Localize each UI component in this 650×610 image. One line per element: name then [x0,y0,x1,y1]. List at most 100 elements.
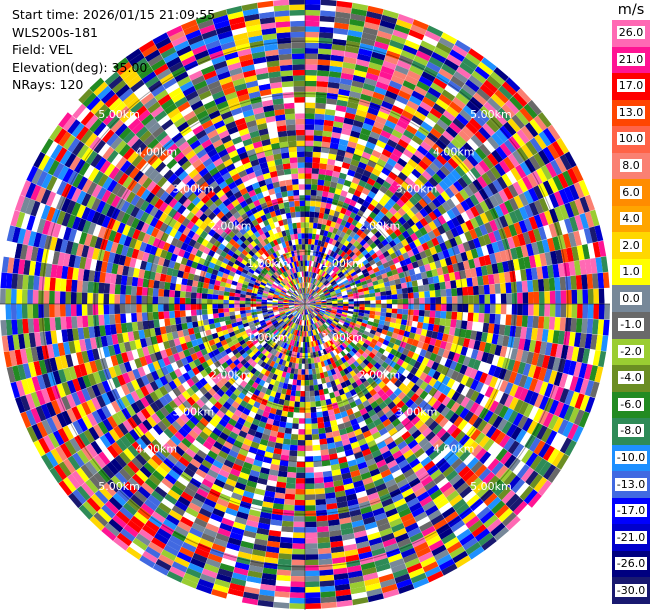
velocity-gate [448,272,456,281]
velocity-gate [365,215,374,224]
velocity-gate [375,296,382,301]
velocity-gate [579,259,587,275]
velocity-gate [551,140,565,157]
velocity-gate [424,297,431,304]
velocity-gate [460,251,468,262]
velocity-gate [583,364,593,380]
velocity-gate [278,553,292,560]
velocity-gate [536,353,545,368]
velocity-gate [325,169,334,177]
velocity-gate [329,65,343,73]
velocity-gate [419,208,429,218]
velocity-gate [413,309,420,316]
velocity-gate [364,297,371,301]
velocity-gate [202,319,210,326]
velocity-gate [324,291,330,296]
velocity-gate [326,299,333,302]
velocity-gate [356,236,364,244]
velocity-gate [310,305,316,308]
velocity-gate [407,309,414,316]
velocity-gate [361,32,377,41]
velocity-gate [432,324,440,333]
velocity-gate [354,114,366,123]
velocity-gate [397,293,403,300]
velocity-gate [305,299,308,304]
velocity-gate [568,232,577,248]
velocity-gate [285,422,293,429]
velocity-gate [372,266,380,273]
velocity-gate [310,266,313,272]
velocity-gate [314,211,320,218]
velocity-gate [65,316,73,329]
velocity-gate [406,227,415,236]
velocity-gate [340,251,347,258]
velocity-gate [396,313,403,320]
velocity-gate [512,235,521,248]
velocity-gate [120,313,127,324]
velocity-gate [416,259,425,267]
velocity-gate [277,558,292,566]
velocity-gate [367,159,377,168]
velocity-gate [332,38,347,46]
velocity-gate [329,250,335,257]
velocity-gate [333,210,340,218]
velocity-gate [487,153,499,167]
velocity-gate [557,263,565,277]
velocity-gate [359,239,367,247]
velocity-gate [290,434,299,440]
velocity-gate [316,288,322,294]
velocity-gate [308,288,312,294]
velocity-gate [557,173,569,189]
velocity-gate [429,246,438,256]
velocity-gate [356,243,363,250]
velocity-gate [315,280,320,286]
velocity-gate [294,505,305,511]
velocity-gate [422,35,439,47]
velocity-gate [491,149,504,163]
velocity-gate [342,214,350,222]
velocity-gate [346,235,353,243]
velocity-gate [512,181,524,195]
velocity-gate [450,227,460,238]
velocity-gate [342,184,350,193]
velocity-gate [523,190,534,205]
velocity-gate [515,164,527,179]
velocity-gate [538,212,549,227]
velocity-gate [336,217,343,225]
velocity-gate [305,407,311,413]
velocity-gate [324,280,330,286]
velocity-gate [435,72,451,85]
velocity-gate [491,263,499,274]
velocity-gate [309,297,314,301]
velocity-gate [469,96,484,110]
velocity-gate [476,175,488,189]
velocity-gate [479,294,485,304]
velocity-gate [450,195,461,206]
velocity-gate [328,287,335,292]
velocity-gate [322,191,329,198]
velocity-gate [283,433,292,440]
velocity-gate [402,212,411,222]
velocity-gate [431,331,439,340]
velocity-gate [366,238,374,246]
velocity-gate [537,316,545,329]
velocity-gate [418,291,425,298]
velocity-gate [402,298,409,304]
velocity-gate [305,575,320,582]
velocity-gate [326,164,335,171]
velocity-gate [385,227,394,236]
velocity-gate [334,288,341,293]
velocity-gate [342,61,356,70]
velocity-gate [542,146,555,163]
velocity-gate [287,466,297,473]
velocity-gate [305,124,315,130]
velocity-gate [402,304,409,310]
velocity-gate [547,329,555,343]
velocity-gate [382,9,399,19]
velocity-gate [452,44,468,58]
velocity-gate [305,369,309,375]
velocity-gate [394,176,405,186]
velocity-gate [321,300,327,303]
velocity-gate [523,103,538,119]
velocity-gate [498,324,506,336]
